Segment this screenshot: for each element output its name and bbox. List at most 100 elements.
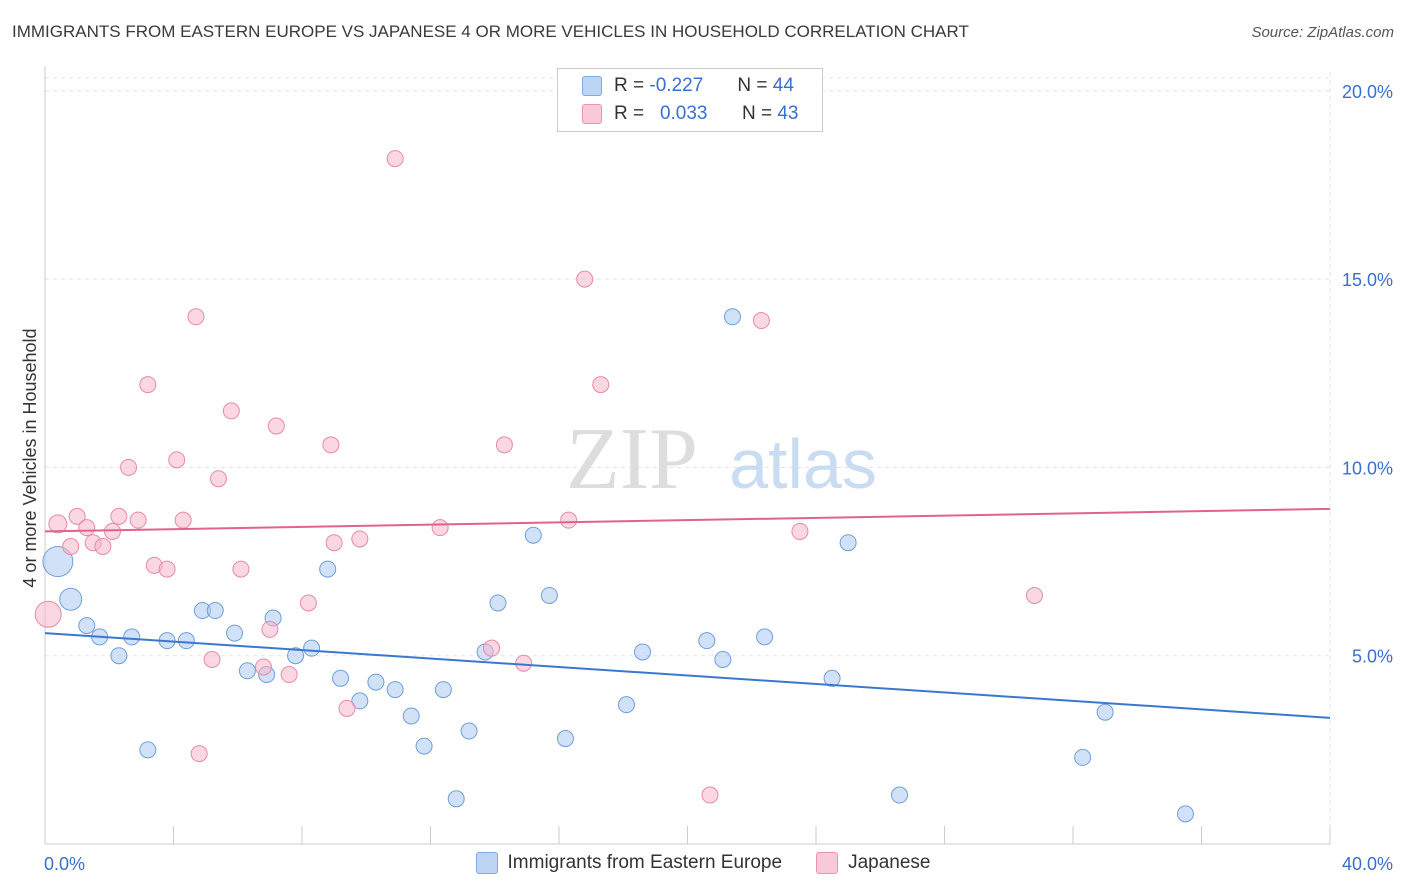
eastern-europe-point xyxy=(332,669,350,687)
x-tick-label: 0.0% xyxy=(44,854,85,874)
x-tick-label: 40.0% xyxy=(1342,854,1393,874)
eastern-europe-point xyxy=(823,669,841,687)
eastern-europe-point xyxy=(1074,748,1092,766)
watermark-atlas: atlas xyxy=(729,425,877,503)
japanese-point xyxy=(68,507,86,525)
japanese-point xyxy=(338,699,356,717)
japanese-point xyxy=(280,666,298,684)
eastern-europe-point xyxy=(698,632,716,650)
eastern-europe-point xyxy=(723,308,741,326)
eastern-europe-point xyxy=(434,681,452,699)
y-tick-label: 15.0% xyxy=(1342,270,1393,290)
japanese-point xyxy=(254,658,272,676)
eastern-europe-point xyxy=(634,643,652,661)
eastern-europe-point xyxy=(402,707,420,725)
eastern-europe-point xyxy=(415,737,433,755)
eastern-europe-point xyxy=(110,647,128,665)
eastern-europe-point xyxy=(206,602,224,620)
legend-n-value: 43 xyxy=(777,103,799,124)
japanese-point xyxy=(174,511,192,529)
legend-r-label: R = xyxy=(614,103,645,124)
japanese-point xyxy=(103,522,121,540)
eastern-europe-point xyxy=(303,639,321,657)
japanese-point xyxy=(129,511,147,529)
eastern-europe-point xyxy=(617,696,635,714)
eastern-europe-point xyxy=(238,662,256,680)
eastern-europe-point xyxy=(367,673,385,691)
japanese-point xyxy=(203,650,221,668)
eastern-europe-point xyxy=(489,594,507,612)
japanese-point xyxy=(190,745,208,763)
japanese-point xyxy=(515,654,533,672)
legend-n-value: 44 xyxy=(772,75,794,96)
eastern-europe-point xyxy=(756,628,774,646)
japanese-point xyxy=(267,417,285,435)
trend-lines xyxy=(44,507,1331,719)
tick-labels: 5.0% 10.0% 15.0% 20.0% 0.0% 40.0% xyxy=(44,82,1393,874)
eastern-europe-point xyxy=(351,692,369,710)
japanese-point xyxy=(495,436,513,454)
japanese-trend-line xyxy=(44,507,1331,533)
eastern-europe-point xyxy=(540,586,558,604)
eastern-europe-point xyxy=(287,647,305,665)
japanese-point xyxy=(222,402,240,420)
eastern-europe-point xyxy=(460,722,478,740)
japanese-point xyxy=(94,537,112,555)
eastern-europe-point xyxy=(1176,805,1194,823)
japanese-point xyxy=(187,308,205,326)
source-label: Source: ZipAtlas.com xyxy=(1251,24,1394,41)
japanese-point xyxy=(48,514,68,534)
eastern-europe-point xyxy=(714,650,732,668)
eastern-europe-point xyxy=(891,786,909,804)
eastern-europe-point xyxy=(78,617,96,635)
y-tick-label: 20.0% xyxy=(1342,82,1393,102)
eastern-europe-point xyxy=(123,628,141,646)
legend-swatch-blue xyxy=(475,852,498,874)
watermark: ZIP atlas xyxy=(566,411,877,508)
japanese-point xyxy=(34,600,62,628)
legend-row-japanese: R = 0.033 N = 43 xyxy=(582,101,798,127)
eastern-europe-point xyxy=(226,624,244,642)
legend-swatch-pink xyxy=(816,852,839,874)
japanese-point xyxy=(431,519,449,537)
watermark-zip: ZIP xyxy=(566,411,698,508)
legend-label: Japanese xyxy=(848,852,931,873)
japanese-point xyxy=(168,451,186,469)
legend-item-eastern-europe: Immigrants from Eastern Europe xyxy=(475,852,782,874)
japanese-point xyxy=(791,522,809,540)
y-tick-label: 5.0% xyxy=(1352,647,1393,667)
eastern-europe-point xyxy=(319,560,337,578)
stats-legend: R = -0.227 N = 44 R = 0.033 N = 43 xyxy=(557,68,823,132)
eastern-europe-point xyxy=(524,526,542,544)
y-tick-label: 10.0% xyxy=(1342,458,1393,478)
eastern-europe-point xyxy=(177,632,195,650)
japanese-point xyxy=(752,312,770,330)
legend-n-label: N = xyxy=(741,103,773,124)
eastern-europe-point xyxy=(1096,703,1114,721)
japanese-point xyxy=(592,376,610,394)
japanese-point xyxy=(483,639,501,657)
legend-item-japanese: Japanese xyxy=(816,852,930,874)
eastern-europe-point xyxy=(447,790,465,808)
data-points xyxy=(34,150,1194,823)
japanese-point xyxy=(701,786,719,804)
japanese-point xyxy=(576,270,594,288)
legend-row-eastern-europe: R = -0.227 N = 44 xyxy=(582,73,794,99)
legend-swatch-blue xyxy=(582,76,602,96)
eastern-europe-trend-line xyxy=(44,632,1331,719)
eastern-europe-point xyxy=(42,546,74,578)
japanese-point xyxy=(110,507,128,525)
legend-r-value: 0.033 xyxy=(659,103,708,124)
japanese-point xyxy=(209,470,227,488)
japanese-point xyxy=(351,530,369,548)
series-legend: Immigrants from Eastern Europe Japanese xyxy=(0,852,1406,874)
japanese-point xyxy=(78,519,96,537)
eastern-europe-point xyxy=(556,730,574,748)
japanese-point xyxy=(261,620,279,638)
y-axis-label: 4 or more Vehicles in Household xyxy=(20,328,40,588)
japanese-point xyxy=(386,150,404,168)
legend-swatch-pink xyxy=(582,104,602,124)
eastern-europe-point xyxy=(386,681,404,699)
eastern-europe-point xyxy=(839,534,857,552)
